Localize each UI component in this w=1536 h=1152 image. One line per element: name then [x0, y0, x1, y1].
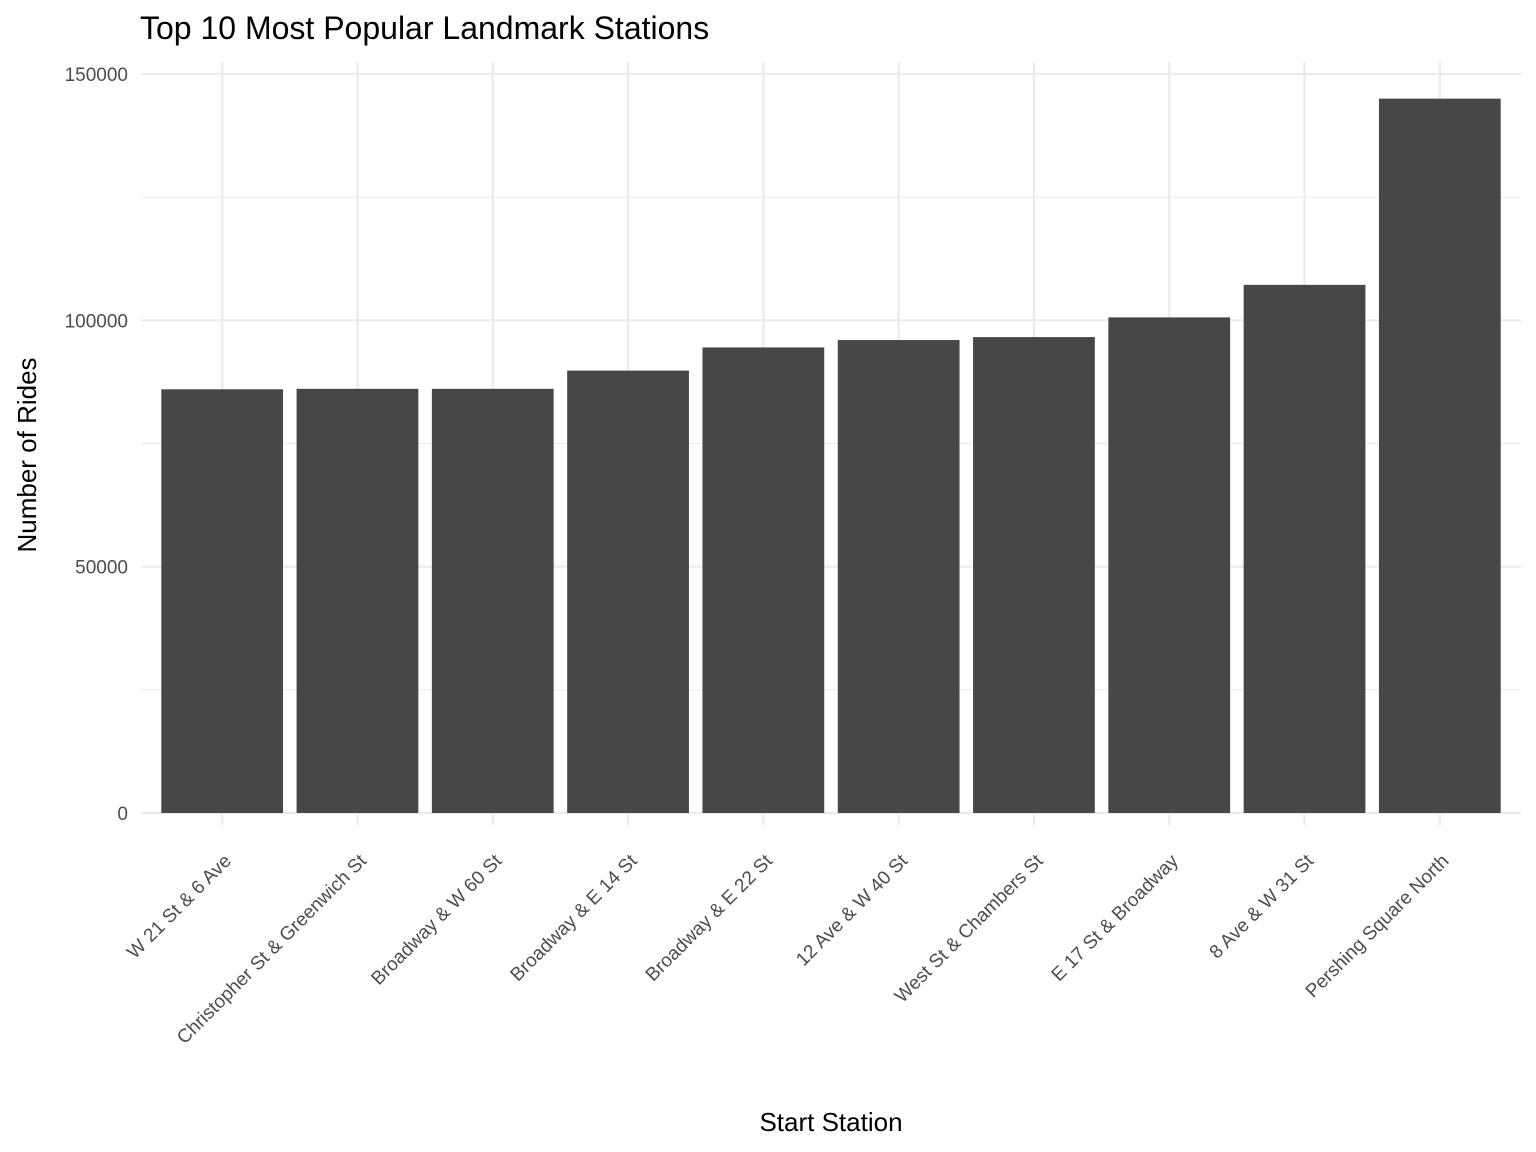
- y-tick-label: 0: [117, 804, 128, 825]
- y-tick-label: 150000: [65, 65, 128, 86]
- bar: [296, 388, 419, 813]
- x-tick-label: Broadway & W 60 St: [367, 850, 506, 989]
- x-tick-label: W 21 St & 6 Ave: [123, 851, 235, 963]
- y-tick-label: 100000: [65, 311, 128, 332]
- y-tick-label: 50000: [75, 558, 128, 579]
- chart-title: Top 10 Most Popular Landmark Stations: [140, 10, 709, 46]
- x-tick-label: West St & Chambers St: [891, 850, 1048, 1007]
- x-tick-label: Pershing Square North: [1302, 851, 1454, 1003]
- x-tick-label: Broadway & E 14 St: [507, 850, 643, 986]
- y-axis-title: Number of Rides: [12, 357, 42, 552]
- y-axis-ticks: 0 50000 100000 150000: [65, 65, 128, 825]
- x-axis-title: Start Station: [759, 1107, 902, 1137]
- x-tick-label: 12 Ave & W 40 St: [792, 850, 912, 970]
- bars: [161, 98, 1501, 814]
- x-tick-label: E 17 St & Broadway: [1048, 850, 1183, 985]
- bar: [1108, 317, 1231, 813]
- bar: [161, 389, 284, 813]
- bar: [702, 347, 825, 813]
- x-tick-label: 8 Ave & W 31 St: [1206, 850, 1319, 963]
- bar: [431, 388, 554, 813]
- bar: [837, 340, 960, 813]
- bar: [1243, 284, 1366, 813]
- bar: [1378, 98, 1501, 814]
- x-tick-label: Broadway & E 22 St: [642, 850, 778, 986]
- bar: [973, 337, 1095, 813]
- bar: [567, 370, 689, 813]
